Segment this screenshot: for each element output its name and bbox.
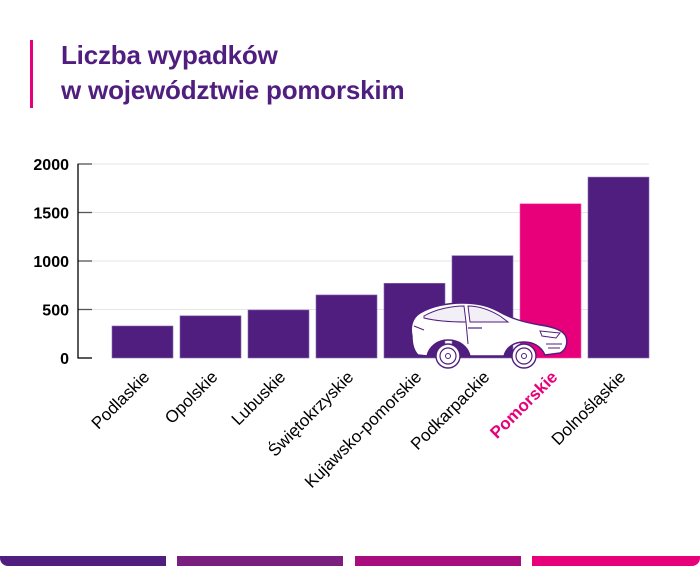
bar-świętokrzyskie [315,294,378,359]
car-illustration-icon [410,302,568,369]
bar-lubuskie [247,309,310,359]
y-tick-labels: 0 500 1000 1500 2000 [33,157,69,368]
title-line-1: Liczba wypadków [61,40,278,70]
bar-dolnośląskie [587,176,650,359]
y-tick-label: 500 [42,303,69,320]
x-tick-label: Kujawsko-pomorskie [301,367,425,491]
chart-title: Liczba wypadków w województwie pomorskim [61,38,405,108]
y-axis [77,163,92,359]
title-line-2: w województwie pomorskim [61,75,405,105]
x-tick-label: Pomorskie [486,367,561,442]
y-tick-label: 0 [60,351,69,368]
title-accent-bar [30,40,33,108]
x-tick-labels: Podlaskie Opolskie LubuskieŚwiętokrzyskieK… [88,367,630,491]
stripe-1 [0,556,166,566]
y-tick-label: 1500 [33,206,69,223]
stripe-4 [532,556,700,566]
x-tick-label: Podlaskie [88,367,154,433]
x-tick-label: Opolskie [161,367,221,427]
bars [111,176,650,359]
bottom-stripes [0,556,700,566]
y-tick-label: 2000 [33,157,69,174]
bar-podlaskie [111,325,174,359]
bar-opolskie [179,315,242,359]
stripe-2 [177,556,343,566]
y-tick-label: 1000 [33,254,69,271]
x-tick-label: Lubuskie [228,367,290,429]
stripe-3 [355,556,521,566]
